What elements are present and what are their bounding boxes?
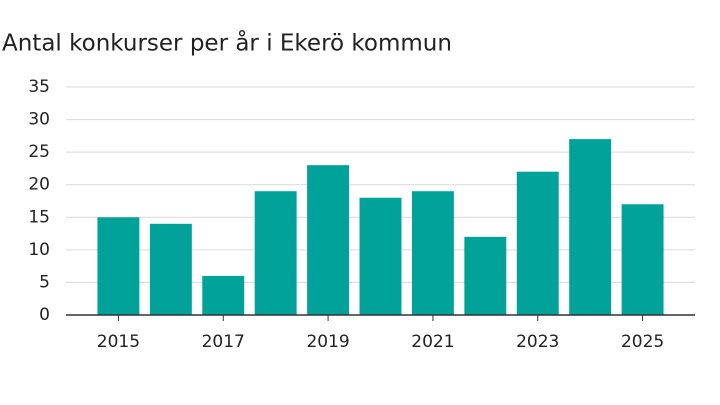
y-tick-label: 25 [28, 142, 50, 162]
chart-title: Antal konkurser per år i Ekerö kommun [2, 29, 452, 57]
bar [464, 236, 507, 315]
y-tick-label: 30 [28, 110, 50, 130]
bar [621, 204, 664, 315]
x-tick-label: 2017 [202, 332, 245, 352]
y-tick-label: 15 [28, 207, 50, 227]
y-tick-label: 10 [28, 240, 50, 260]
x-tick-label: 2015 [97, 332, 140, 352]
x-tick-label: 2025 [621, 332, 664, 352]
y-tick-label: 20 [28, 175, 50, 195]
bar [254, 191, 297, 315]
y-tick-label: 0 [39, 305, 50, 325]
bar [307, 165, 350, 315]
bar [149, 223, 192, 315]
x-tick-label: 2023 [516, 332, 559, 352]
y-tick-label: 35 [28, 77, 50, 97]
bar [97, 217, 140, 315]
bar [569, 139, 612, 315]
x-tick-label: 2021 [411, 332, 454, 352]
bar [202, 275, 245, 315]
bar [516, 171, 559, 315]
bar [411, 191, 454, 315]
x-tick-label: 2019 [306, 332, 349, 352]
bar [359, 197, 402, 315]
y-tick-label: 5 [39, 272, 50, 292]
